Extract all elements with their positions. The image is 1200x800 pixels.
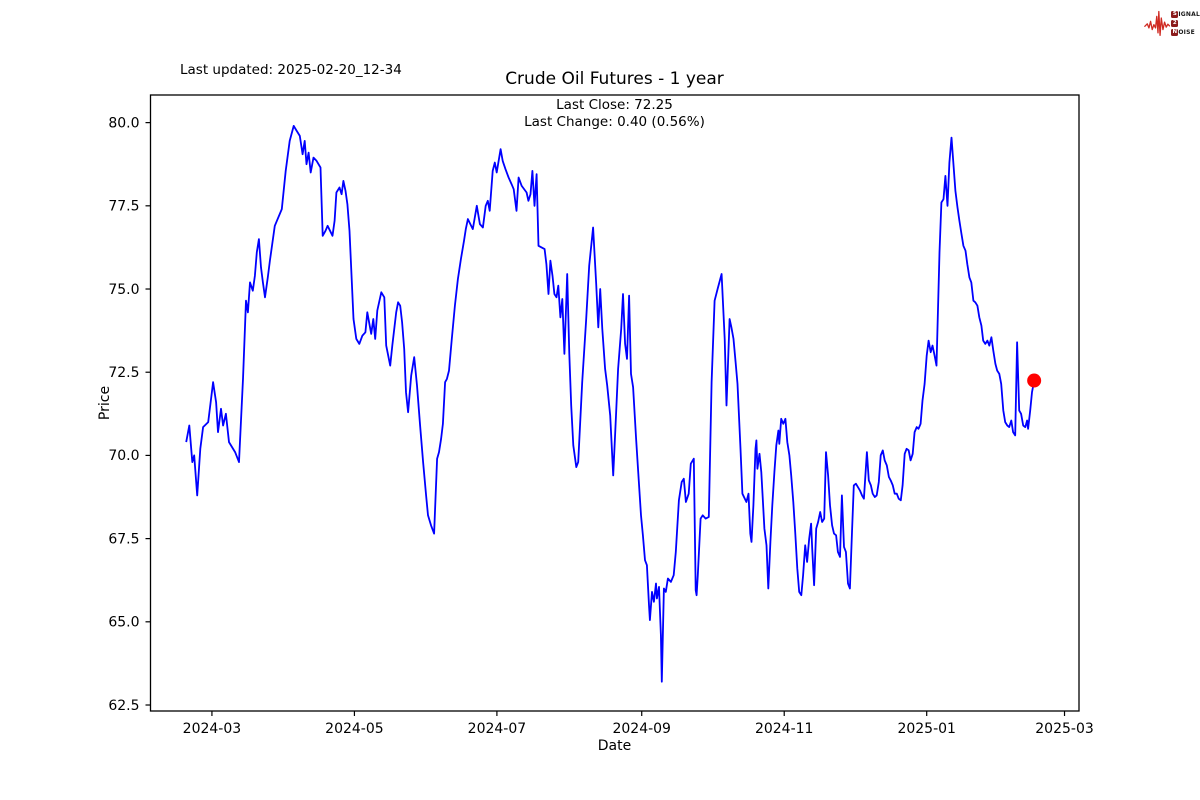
signal2noise-logo: S IGNAL 2 N OISE — [1144, 4, 1200, 42]
x-tick-label: 2024-03 — [183, 721, 242, 737]
price-line — [185, 125, 1036, 683]
last-change-line: Last Change: 0.40 (0.56%) — [524, 113, 705, 130]
logo-text: S IGNAL 2 N OISE — [1171, 10, 1200, 36]
logo-letter-box-s: S — [1171, 10, 1179, 18]
y-tick-label: 70.0 — [108, 448, 139, 464]
x-tick-label: 2025-03 — [1035, 721, 1094, 737]
y-axis-label: Price — [97, 385, 113, 421]
x-tick-label: 2024-07 — [468, 721, 527, 737]
y-tick-label: 80.0 — [108, 115, 139, 131]
x-axis-label: Date — [597, 738, 632, 754]
x-tick-label: 2024-11 — [755, 721, 814, 737]
y-tick-label: 77.5 — [108, 199, 139, 215]
last-close-dot — [1027, 373, 1042, 388]
last-close-annotation: Last Close: 72.25 Last Change: 0.40 (0.5… — [150, 97, 1079, 130]
y-tick-label: 75.0 — [108, 282, 139, 298]
logo-row-2: 2 — [1171, 19, 1200, 27]
x-tick-label: 2024-05 — [325, 721, 384, 737]
logo-row-noise: N OISE — [1171, 28, 1195, 36]
logo-letter-box-2: 2 — [1171, 19, 1179, 27]
last-close-line: Last Close: 72.25 — [556, 97, 673, 113]
x-tick-label: 2024-09 — [612, 721, 671, 737]
plot-border — [149, 94, 1080, 712]
y-tick-label: 62.5 — [108, 698, 139, 714]
y-tick-label: 65.0 — [108, 615, 139, 631]
logo-letter-box-n: N — [1171, 28, 1179, 36]
waveform-icon — [1144, 10, 1171, 37]
last-updated-text: Last updated: 2025-02-20_12-34 — [180, 62, 402, 78]
y-tick-label: 72.5 — [108, 365, 139, 381]
chart-title: Crude Oil Futures - 1 year — [505, 69, 724, 89]
y-tick-label: 67.5 — [108, 531, 139, 547]
logo-row-signal: S IGNAL — [1171, 10, 1200, 18]
x-tick-label: 2025-01 — [897, 721, 956, 737]
